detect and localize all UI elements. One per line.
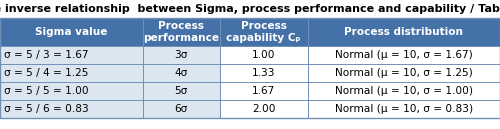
Bar [0, 82, 142, 100]
Text: Normal (μ = 10, σ = 1.00): Normal (μ = 10, σ = 1.00) [335, 86, 473, 96]
Bar [142, 46, 220, 64]
Bar [0, 46, 142, 64]
Bar [0, 100, 142, 118]
Text: σ = 5 / 3 = 1.67: σ = 5 / 3 = 1.67 [4, 50, 88, 60]
Bar [220, 18, 308, 46]
Text: The inverse relationship  between Sigma, process performance and capability / Ta: The inverse relationship between Sigma, … [0, 4, 500, 14]
Text: σ = 5 / 5 = 1.00: σ = 5 / 5 = 1.00 [4, 86, 88, 96]
Text: Normal (μ = 10, σ = 1.67): Normal (μ = 10, σ = 1.67) [335, 50, 472, 60]
Text: 1.67: 1.67 [252, 86, 276, 96]
Bar [142, 100, 220, 118]
Text: Process distribution: Process distribution [344, 27, 463, 37]
Bar [308, 82, 500, 100]
Text: 6σ: 6σ [174, 104, 188, 114]
Bar [142, 18, 220, 46]
Bar [0, 18, 500, 118]
Bar [142, 64, 220, 82]
Bar [308, 100, 500, 118]
Bar [220, 64, 308, 82]
Bar [142, 82, 220, 100]
Text: Process
capability Cₚ: Process capability Cₚ [226, 21, 301, 43]
Text: 1.00: 1.00 [252, 50, 276, 60]
Bar [308, 64, 500, 82]
Text: Normal (μ = 10, σ = 0.83): Normal (μ = 10, σ = 0.83) [334, 104, 473, 114]
Text: 2.00: 2.00 [252, 104, 276, 114]
Text: 3σ: 3σ [174, 50, 188, 60]
Text: Process
performance: Process performance [143, 21, 220, 43]
Text: 5σ: 5σ [174, 86, 188, 96]
Text: σ = 5 / 6 = 0.83: σ = 5 / 6 = 0.83 [4, 104, 89, 114]
Text: Sigma value: Sigma value [35, 27, 108, 37]
Text: 4σ: 4σ [174, 68, 188, 78]
Text: 1.33: 1.33 [252, 68, 276, 78]
Bar [308, 46, 500, 64]
Bar [308, 18, 500, 46]
Text: Normal (μ = 10, σ = 1.25): Normal (μ = 10, σ = 1.25) [335, 68, 472, 78]
Bar [220, 46, 308, 64]
Bar [0, 18, 142, 46]
Bar [220, 82, 308, 100]
Bar [0, 64, 142, 82]
Bar [220, 100, 308, 118]
Text: σ = 5 / 4 = 1.25: σ = 5 / 4 = 1.25 [4, 68, 88, 78]
